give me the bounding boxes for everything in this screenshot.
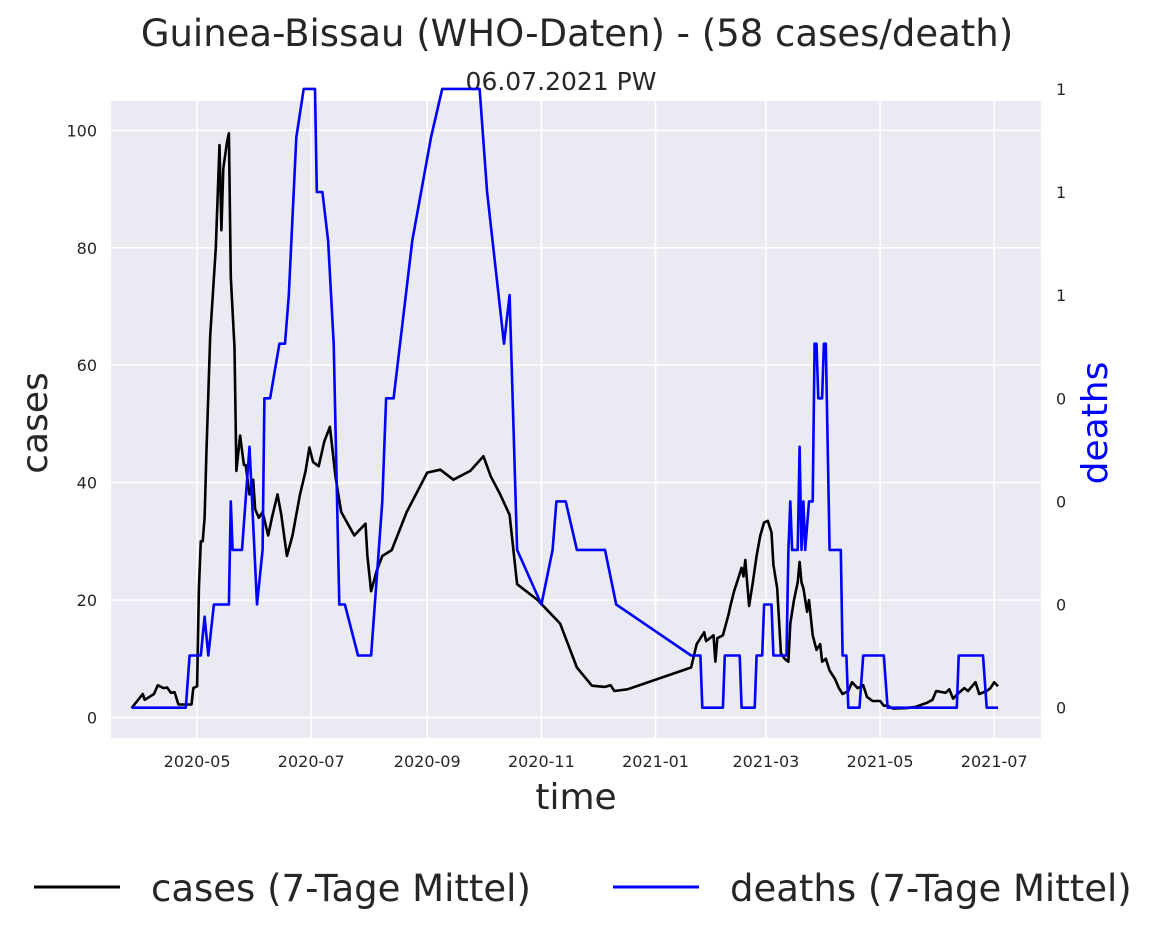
x-tick-label: 2020-07 [278,752,345,771]
grid [111,101,1041,738]
y2-tick-label: 0 [1056,699,1066,718]
x-axis-ticks: 2020-05 2020-07 2020-09 2020-11 2021-01 2021-… [164,752,1028,771]
plot-area [111,101,1041,738]
x-tick-label: 2021-07 [961,752,1028,771]
y-tick-label: 40 [77,474,97,493]
y-axis-ticks: 0 20 40 60 80 100 [66,121,97,727]
x-axis-label: time [535,777,616,818]
y-tick-label: 0 [87,708,97,727]
y2-axis-label: deaths [1075,362,1116,485]
y2-tick-label: 1 [1056,286,1066,305]
y2-tick-label: 1 [1056,80,1066,99]
chart-subtitle: 06.07.2021 PW [466,67,657,96]
legend-label-cases: cases (7-Tage Mittel) [151,867,531,910]
y2-tick-label: 0 [1056,596,1066,615]
y-tick-label: 60 [77,356,97,375]
x-tick-label: 2020-05 [164,752,231,771]
y2-tick-label: 0 [1056,492,1066,511]
x-tick-label: 2021-03 [732,752,799,771]
y-tick-label: 20 [77,591,97,610]
y2-tick-label: 1 [1056,183,1066,202]
series-layer [130,87,999,710]
y2-axis-ticks: 00001111 [1056,80,1066,718]
y-axis-label: cases [15,372,56,474]
x-tick-label: 2020-11 [508,752,575,771]
x-tick-label: 2021-01 [622,752,689,771]
deaths-series-line [131,87,998,709]
legend: cases (7-Tage Mittel) deaths (7-Tage Mit… [34,867,1132,910]
x-tick-label: 2021-05 [847,752,914,771]
y-tick-label: 80 [77,239,97,258]
x-tick-label: 2020-09 [394,752,461,771]
legend-label-deaths: deaths (7-Tage Mittel) [730,867,1132,910]
cases-series-line [130,132,999,710]
y2-tick-label: 0 [1056,389,1066,408]
y-tick-label: 100 [66,121,97,140]
chart-title: Guinea-Bissau (WHO-Daten) - (58 cases/de… [141,12,1013,55]
